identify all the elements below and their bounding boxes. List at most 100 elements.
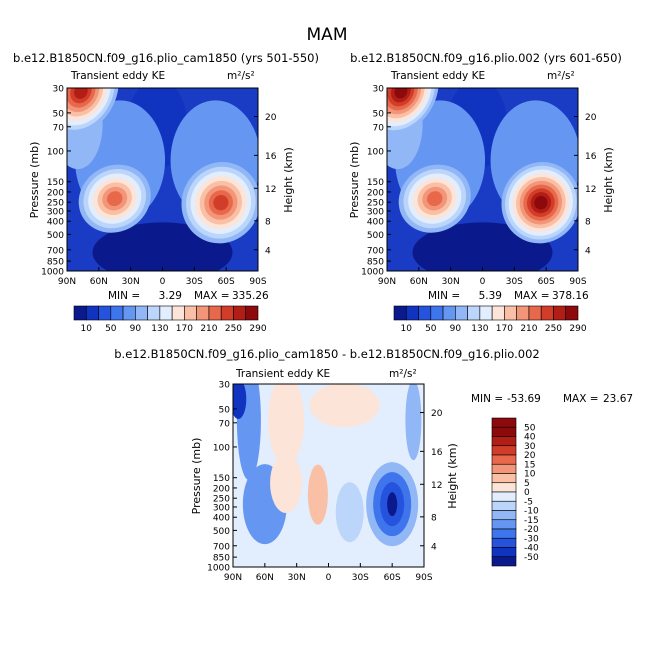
colorbar-swatch bbox=[171, 305, 185, 321]
panel-3-title: b.e12.B1850CN.f09_g16.plio_cam1850 - b.e… bbox=[114, 347, 539, 361]
panel-1-colorbar: 10 50 90 130 170 210 250 290 bbox=[73, 305, 267, 334]
colorbar-label: 40 bbox=[524, 433, 536, 443]
x-tick-label: 90N bbox=[378, 277, 396, 287]
colorbar-label: 210 bbox=[520, 324, 537, 334]
colorbar-swatch bbox=[442, 305, 456, 321]
colorbar-label: 170 bbox=[176, 324, 193, 334]
y-tick-label: 50 bbox=[219, 405, 231, 415]
panel-1-axes: 90N 60N 30N 0 30S 60S 90S 30 50 70 100 150200250300… bbox=[41, 85, 277, 288]
colorbar-label: 50 bbox=[425, 324, 437, 334]
y2-tick-label: 8 bbox=[265, 217, 271, 227]
panel-2-max-label: MAX = bbox=[514, 290, 550, 302]
colorbar-swatch bbox=[491, 491, 517, 502]
x-tick-label: 30S bbox=[352, 573, 369, 583]
y2-tick-label: 16 bbox=[431, 448, 443, 458]
colorbar-label: 170 bbox=[496, 324, 513, 334]
colorbar-swatch bbox=[85, 305, 99, 321]
y-tick-label: 150 bbox=[367, 178, 384, 188]
y-tick-label: 400 bbox=[367, 218, 384, 228]
colorbar-label: 290 bbox=[249, 324, 266, 334]
x-tick-label: 90N bbox=[58, 277, 76, 287]
y2-tick-label: 12 bbox=[585, 185, 596, 195]
colorbar-label: -40 bbox=[524, 544, 539, 554]
panel-1-max-label: MAX = bbox=[194, 290, 230, 302]
colorbar-label: -20 bbox=[524, 525, 539, 535]
y-tick-label: 200 bbox=[367, 188, 384, 198]
x-tick-label: 60N bbox=[410, 277, 428, 287]
contour-band bbox=[309, 384, 380, 428]
contour-band bbox=[427, 191, 443, 207]
contour-band bbox=[107, 191, 123, 207]
panel-3-stats: MIN = -53.69 MAX = 23.67 bbox=[471, 393, 633, 405]
panel-2-y2label: Height (km) bbox=[602, 147, 615, 213]
y-tick-label: 50 bbox=[53, 109, 65, 119]
colorbar-label: 250 bbox=[225, 324, 242, 334]
colorbar-label: -30 bbox=[524, 534, 539, 544]
y2-tick-label: 16 bbox=[265, 152, 277, 162]
colorbar-swatch bbox=[245, 305, 259, 321]
colorbar-label: 5 bbox=[524, 479, 530, 489]
x-tick-label: 60S bbox=[218, 277, 235, 287]
x-tick-label: 30S bbox=[506, 277, 523, 287]
panel-3: b.e12.B1850CN.f09_g16.plio_cam1850 - b.e… bbox=[114, 347, 633, 583]
contour-band bbox=[307, 464, 328, 525]
colorbar-swatch bbox=[122, 305, 136, 321]
y-tick-label: 500 bbox=[367, 231, 384, 241]
colorbar-swatch bbox=[159, 305, 173, 321]
x-tick-label: 30N bbox=[442, 277, 460, 287]
colorbar-label: 15 bbox=[524, 460, 535, 470]
y-tick-label: 250 bbox=[367, 199, 384, 209]
x-tick-label: 60S bbox=[538, 277, 555, 287]
colorbar-swatch bbox=[540, 305, 554, 321]
contour-band bbox=[335, 482, 364, 543]
panel-3-max-value: 23.67 bbox=[603, 393, 633, 405]
colorbar-swatch bbox=[491, 510, 517, 521]
panel-2-ylabel: Pressure (mb) bbox=[348, 142, 361, 219]
colorbar-swatch bbox=[491, 547, 517, 558]
colorbar-swatch bbox=[467, 305, 481, 321]
colorbar-label: -10 bbox=[524, 507, 539, 517]
contour-band bbox=[213, 194, 229, 211]
y2-tick-label: 12 bbox=[431, 481, 442, 491]
y-tick-label: 700 bbox=[213, 542, 230, 552]
colorbar-swatch bbox=[491, 445, 517, 456]
y-tick-label: 50 bbox=[373, 109, 385, 119]
y-tick-label: 30 bbox=[373, 85, 385, 95]
colorbar-swatch bbox=[405, 305, 419, 321]
y-tick-label: 70 bbox=[53, 123, 65, 133]
colorbar-swatch bbox=[565, 305, 579, 321]
panel-1-min-label: MIN = bbox=[108, 290, 140, 302]
contour-band bbox=[405, 384, 422, 461]
colorbar-swatch bbox=[491, 305, 505, 321]
panel-2-min-value: 5.39 bbox=[479, 290, 502, 302]
panel-3-variable: Transient eddy KE bbox=[235, 368, 330, 380]
colorbar-swatch bbox=[233, 305, 247, 321]
colorbar-label: 290 bbox=[569, 324, 586, 334]
y-tick-label: 400 bbox=[213, 514, 230, 524]
colorbar-swatch bbox=[196, 305, 210, 321]
colorbar-label: 30 bbox=[524, 442, 536, 452]
y2-tick-label: 4 bbox=[585, 246, 591, 256]
contour-band bbox=[387, 492, 398, 517]
colorbar-label: 20 bbox=[524, 451, 536, 461]
x-tick-label: 60S bbox=[384, 573, 401, 583]
panel-1-ylabel: Pressure (mb) bbox=[28, 142, 41, 219]
colorbar-label: 50 bbox=[524, 423, 536, 433]
x-tick-label: 60N bbox=[256, 573, 274, 583]
colorbar-label: 10 bbox=[401, 324, 413, 334]
colorbar-swatch bbox=[504, 305, 517, 321]
colorbar-label: 0 bbox=[524, 488, 530, 498]
y-tick-label: 400 bbox=[47, 218, 64, 228]
colorbar-swatch bbox=[418, 305, 432, 321]
colorbar-swatch bbox=[110, 305, 124, 321]
panel-2-colorbar: 10 50 90 130 170 210 250 290 bbox=[393, 305, 587, 334]
colorbar-swatch bbox=[479, 305, 493, 321]
panel-2-axes: 90N 60N 30N 0 30S 60S 90S 30 50 70 100 150200250300… bbox=[361, 85, 597, 288]
colorbar-swatch bbox=[491, 528, 517, 539]
y-tick-label: 70 bbox=[373, 123, 385, 133]
y2-tick-label: 16 bbox=[585, 152, 597, 162]
colorbar-label: 90 bbox=[130, 324, 142, 334]
colorbar-label: 90 bbox=[450, 324, 462, 334]
